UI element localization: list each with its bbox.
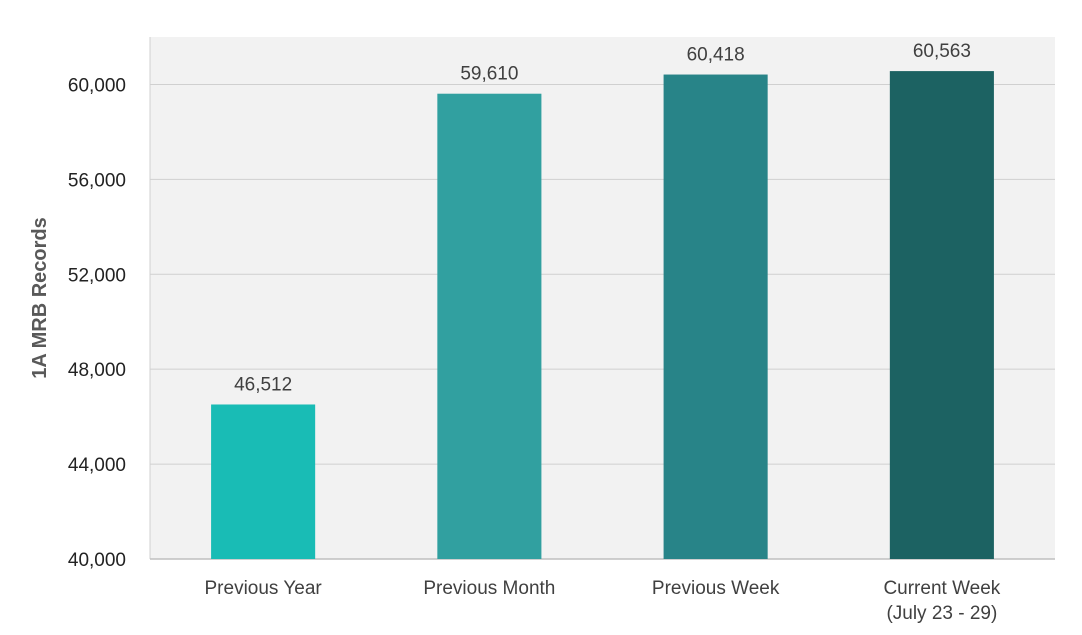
x-axis-categories: Previous Year Previous Month Previous Week… <box>205 578 1001 624</box>
data-label: 60,563 <box>913 41 971 62</box>
data-label: 59,610 <box>460 64 518 85</box>
y-tick-label: 56,000 <box>68 170 126 191</box>
x-category-label: Previous Week <box>652 578 780 599</box>
x-category-label: Current Week <box>883 578 1000 599</box>
y-axis-title: 1A MRB Records <box>29 217 51 379</box>
y-tick-label: 48,000 <box>68 360 126 381</box>
x-category-label: Previous Month <box>423 578 555 599</box>
bar <box>663 74 768 559</box>
data-label: 46,512 <box>234 374 292 395</box>
bar <box>437 93 542 559</box>
y-tick-label: 44,000 <box>68 455 126 476</box>
bar <box>211 404 316 559</box>
y-tick-label: 52,000 <box>68 265 126 286</box>
data-labels: 46,512 59,610 60,418 60,563 <box>234 41 971 395</box>
data-label: 60,418 <box>687 45 745 66</box>
y-axis-ticks: 40,000 44,000 48,000 52,000 56,000 60,000 <box>68 75 126 571</box>
x-category-label: (July 23 - 29) <box>886 603 997 624</box>
bars <box>211 71 994 559</box>
bar <box>889 71 994 559</box>
y-tick-label: 60,000 <box>68 75 126 96</box>
x-category-label: Previous Year <box>205 578 323 599</box>
y-tick-label: 40,000 <box>68 550 126 571</box>
